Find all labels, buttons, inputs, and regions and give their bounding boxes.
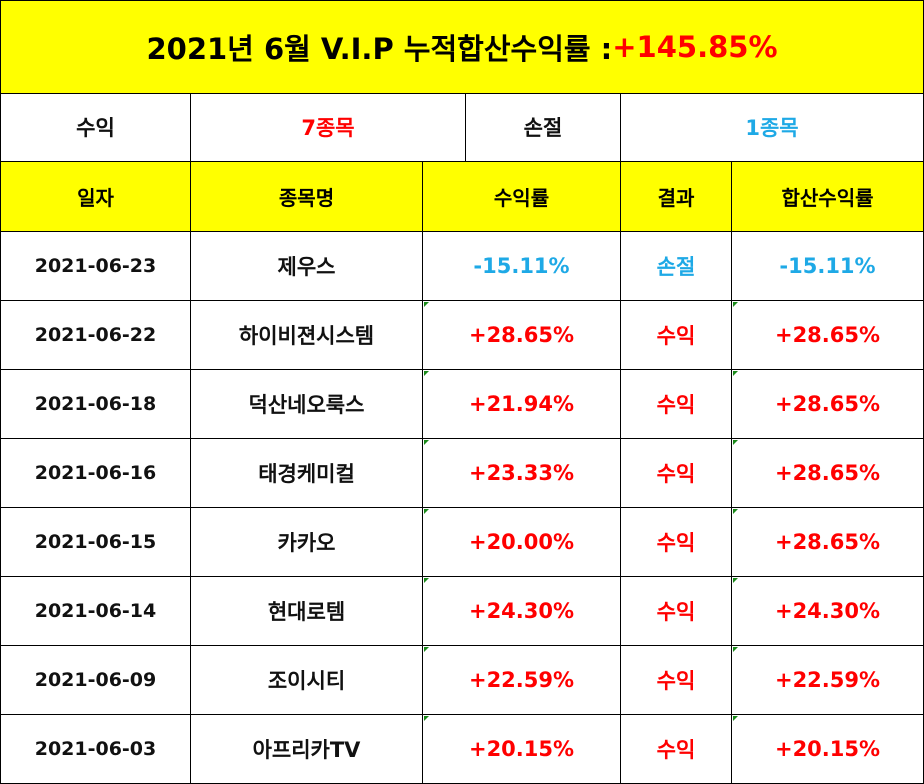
row-result: 수익 [621, 301, 732, 370]
row-result: 수익 [621, 508, 732, 577]
row-stock-name: 하이비젼시스템 [191, 301, 423, 370]
row-stock-name: 아프리카TV [191, 715, 423, 783]
row-cumulative-return: +28.65% [732, 301, 923, 370]
row-date: 2021-06-09 [1, 646, 191, 715]
row-stock-name: 태경케미컬 [191, 439, 423, 508]
row-return: -15.11% [423, 232, 621, 301]
title-total-return: +145.85% [612, 30, 778, 64]
row-date: 2021-06-16 [1, 439, 191, 508]
row-cumulative-return: +28.65% [732, 370, 923, 439]
row-cumulative-return: +20.15% [732, 715, 923, 783]
row-result: 수익 [621, 646, 732, 715]
row-date: 2021-06-03 [1, 715, 191, 783]
row-cumulative-return: +24.30% [732, 577, 923, 646]
header-stock-name: 종목명 [191, 162, 423, 232]
summary-profit-label: 수익 [1, 93, 191, 162]
row-stock-name: 현대로템 [191, 577, 423, 646]
row-return: +20.15% [423, 715, 621, 783]
row-date: 2021-06-18 [1, 370, 191, 439]
summary-profit-count: 7종목 [191, 93, 466, 162]
row-return: +24.30% [423, 577, 621, 646]
row-stock-name: 제우스 [191, 232, 423, 301]
summary-loss-count: 1종목 [621, 93, 923, 162]
header-cumulative-return: 합산수익률 [732, 162, 923, 232]
row-return: +28.65% [423, 301, 621, 370]
summary-loss-label: 손절 [466, 93, 621, 162]
row-result: 수익 [621, 715, 732, 783]
header-date: 일자 [1, 162, 191, 232]
row-date: 2021-06-14 [1, 577, 191, 646]
row-date: 2021-06-15 [1, 508, 191, 577]
row-date: 2021-06-22 [1, 301, 191, 370]
row-stock-name: 조이시티 [191, 646, 423, 715]
row-return: +20.00% [423, 508, 621, 577]
row-stock-name: 덕산네오룩스 [191, 370, 423, 439]
row-cumulative-return: +28.65% [732, 439, 923, 508]
row-stock-name: 카카오 [191, 508, 423, 577]
title-banner: 2021년 6월 V.I.P 누적합산수익률 : +145.85% [1, 1, 923, 94]
row-cumulative-return: -15.11% [732, 232, 923, 301]
header-result: 결과 [621, 162, 732, 232]
title-text: 2021년 6월 V.I.P 누적합산수익률 : [146, 32, 613, 66]
row-cumulative-return: +28.65% [732, 508, 923, 577]
header-return: 수익률 [423, 162, 621, 232]
row-return: +23.33% [423, 439, 621, 508]
row-result: 수익 [621, 439, 732, 508]
row-result: 수익 [621, 577, 732, 646]
row-return: +22.59% [423, 646, 621, 715]
row-result: 수익 [621, 370, 732, 439]
row-date: 2021-06-23 [1, 232, 191, 301]
row-result: 손절 [621, 232, 732, 301]
row-return: +21.94% [423, 370, 621, 439]
row-cumulative-return: +22.59% [732, 646, 923, 715]
